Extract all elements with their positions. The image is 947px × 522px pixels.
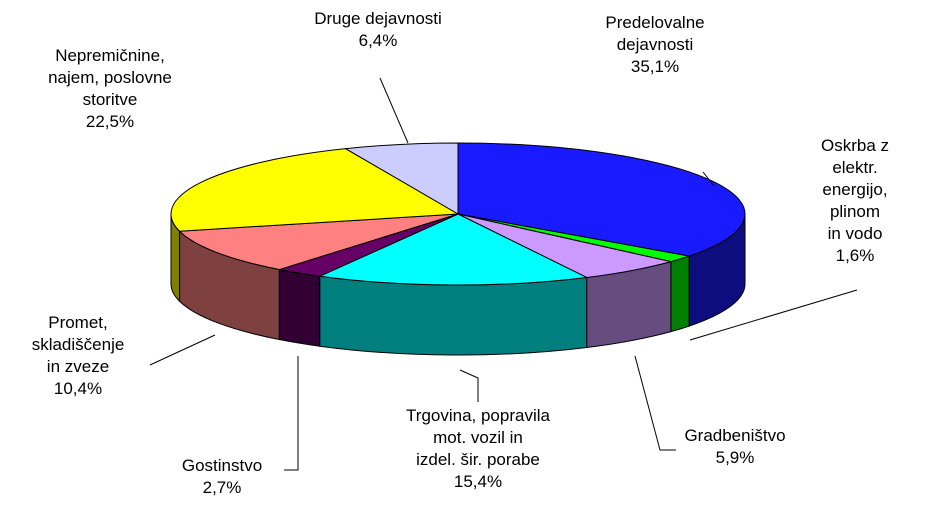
slice-label: Promet, skladiščenje in zveze 10,4% — [32, 312, 125, 400]
slice-label: Gradbeništvo 5,9% — [684, 425, 785, 469]
leader-line — [149, 334, 216, 366]
category-label: Nepremičnine, najem, poslovne storitve — [48, 46, 172, 109]
leader-line — [702, 171, 715, 187]
value-label: 5,9% — [715, 448, 755, 467]
slice — [344, 142, 459, 215]
slice-side — [319, 275, 588, 356]
slice — [317, 213, 589, 286]
slice-label: Oskrba z elektr. energijo, plinom in vod… — [809, 135, 901, 267]
leaders — [149, 77, 858, 471]
slice-label: Predelovalne dejavnosti 35,1% — [605, 12, 704, 78]
category-label: Gradbeništvo — [684, 426, 786, 445]
value-label: 2,7% — [202, 478, 242, 497]
category-label: Trgovina, popravila mot. vozil in izdel.… — [406, 406, 550, 469]
leader-line — [284, 356, 299, 471]
leader-line — [379, 77, 409, 144]
slice-label: Trgovina, popravila mot. vozil in izdel.… — [406, 405, 550, 493]
value-label: 6,4% — [358, 31, 398, 50]
pie — [170, 142, 746, 356]
category-label: Predelovalne dejavnosti — [605, 13, 705, 54]
slice-side — [278, 268, 321, 347]
value-label: 35,1% — [630, 57, 680, 76]
slice-label: Nepremičnine, najem, poslovne storitve 22… — [48, 45, 172, 133]
slice — [170, 148, 460, 232]
value-label: 22,5% — [85, 112, 135, 131]
category-label: Promet, skladiščenje in zveze — [31, 313, 125, 376]
slice-label: Gostinstvo 2,7% — [182, 455, 262, 499]
slice-label: Druge dejavnosti 6,4% — [314, 8, 442, 52]
slice — [178, 213, 459, 271]
slice — [457, 142, 746, 257]
category-label: Gostinstvo — [181, 456, 263, 475]
leader-line — [689, 289, 858, 341]
value-label: 1,6% — [835, 246, 875, 265]
slice-side — [670, 255, 690, 333]
value-label: 10,4% — [53, 379, 103, 398]
leader-line — [634, 355, 676, 451]
leader-line — [459, 369, 479, 402]
category-label: Druge dejavnosti — [314, 9, 442, 28]
value-label: 15,4% — [453, 472, 503, 491]
category-label: Oskrba z elektr. energijo, plinom in vod… — [820, 136, 890, 243]
